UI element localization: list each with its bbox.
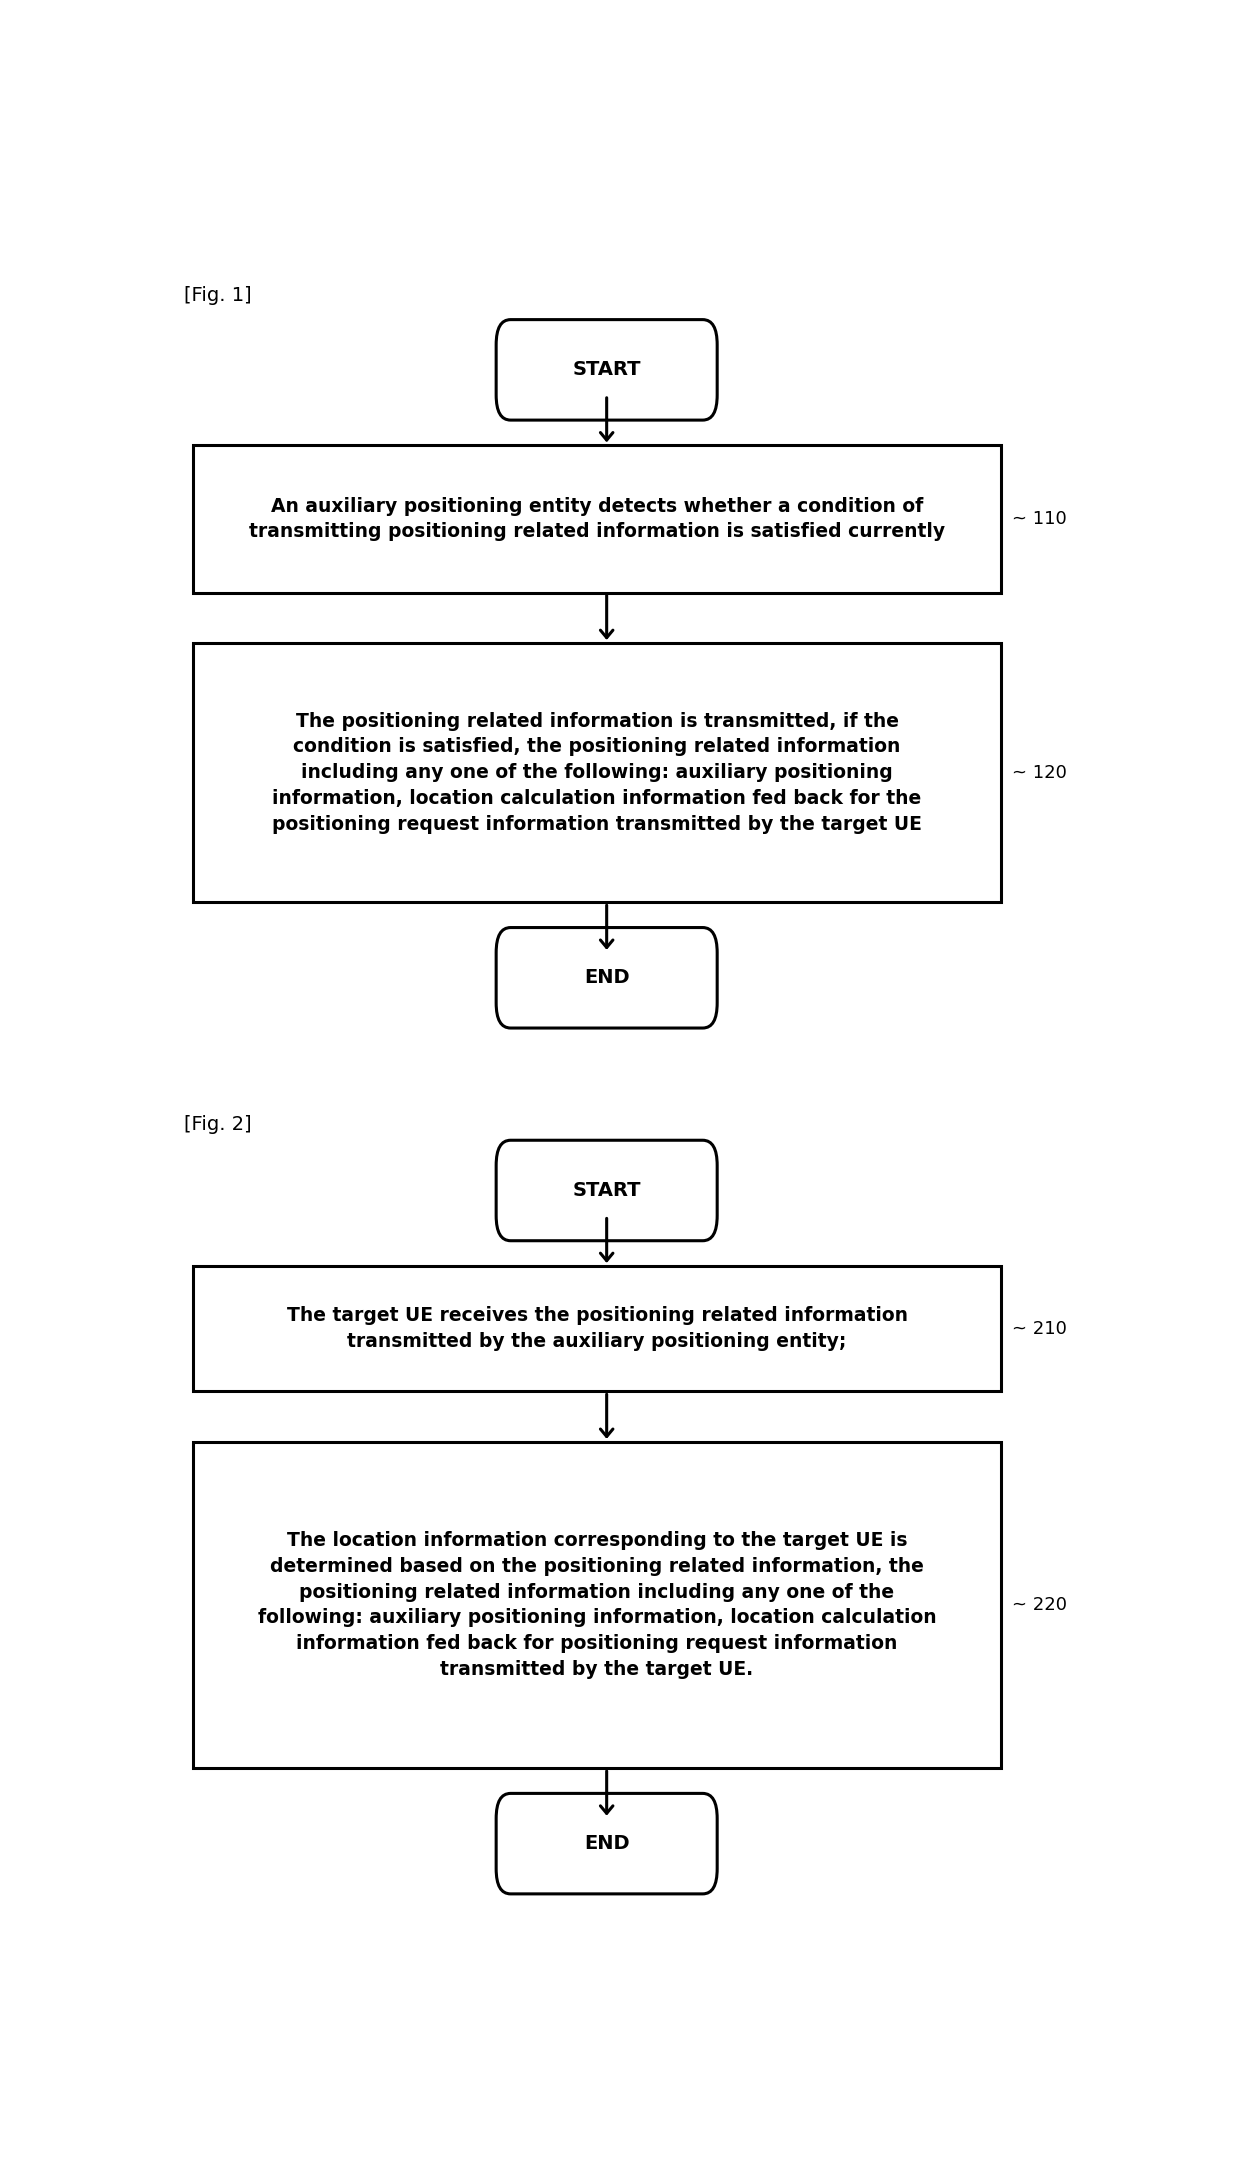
FancyBboxPatch shape	[496, 927, 717, 1029]
FancyBboxPatch shape	[193, 1442, 1001, 1768]
Text: The positioning related information is transmitted, if the
condition is satisfie: The positioning related information is t…	[272, 711, 923, 833]
Text: The target UE receives the positioning related information
transmitted by the au: The target UE receives the positioning r…	[286, 1307, 908, 1351]
Text: ~ 210: ~ 210	[1012, 1320, 1068, 1338]
Text: The location information corresponding to the target UE is
determined based on t: The location information corresponding t…	[258, 1531, 936, 1679]
FancyBboxPatch shape	[496, 320, 717, 420]
FancyBboxPatch shape	[193, 446, 1001, 592]
Text: END: END	[584, 968, 630, 987]
FancyBboxPatch shape	[193, 1266, 1001, 1392]
FancyBboxPatch shape	[496, 1140, 717, 1240]
Text: ~ 110: ~ 110	[1012, 509, 1066, 529]
Text: [Fig. 2]: [Fig. 2]	[184, 1116, 252, 1133]
Text: START: START	[573, 1181, 641, 1201]
Text: ~ 220: ~ 220	[1012, 1596, 1068, 1614]
Text: END: END	[584, 1834, 630, 1853]
Text: START: START	[573, 361, 641, 378]
FancyBboxPatch shape	[193, 644, 1001, 903]
Text: An auxiliary positioning entity detects whether a condition of
transmitting posi: An auxiliary positioning entity detects …	[249, 496, 945, 542]
Text: ~ 120: ~ 120	[1012, 763, 1068, 781]
Text: [Fig. 1]: [Fig. 1]	[184, 287, 252, 305]
FancyBboxPatch shape	[496, 1794, 717, 1894]
